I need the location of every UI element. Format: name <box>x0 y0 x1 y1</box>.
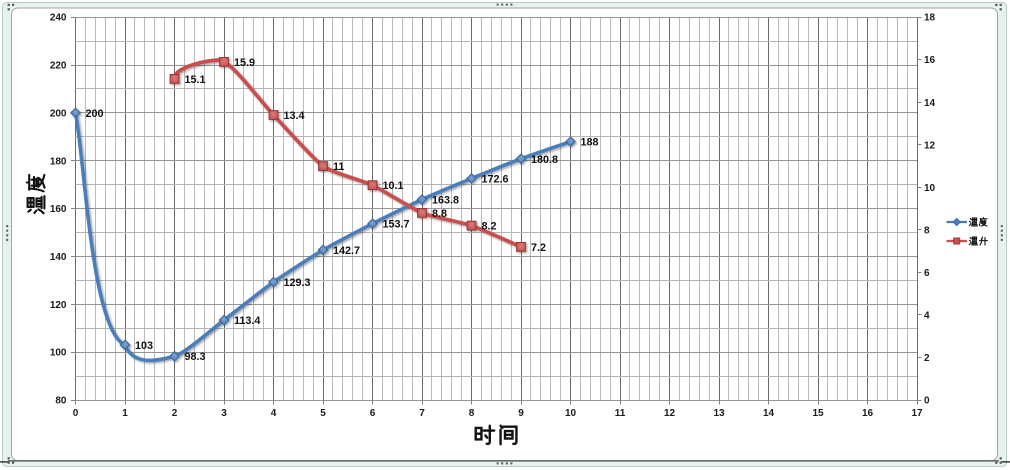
svg-text:11: 11 <box>333 161 344 173</box>
svg-text:113.4: 113.4 <box>234 315 260 327</box>
svg-text:220: 220 <box>50 61 67 72</box>
svg-text:129.3: 129.3 <box>284 277 311 289</box>
svg-text:188: 188 <box>581 137 599 149</box>
svg-text:9: 9 <box>518 408 524 419</box>
svg-text:180.8: 180.8 <box>531 154 558 166</box>
svg-text:16: 16 <box>924 55 936 66</box>
svg-text:14: 14 <box>763 408 775 419</box>
svg-text:6: 6 <box>924 268 930 279</box>
svg-text:17: 17 <box>911 408 923 419</box>
svg-text:15: 15 <box>812 408 824 419</box>
svg-text:18: 18 <box>924 13 936 24</box>
svg-text:140: 140 <box>50 252 67 263</box>
svg-text:103: 103 <box>135 340 153 352</box>
svg-text:5: 5 <box>320 408 326 419</box>
svg-text:2: 2 <box>172 408 178 419</box>
svg-text:12: 12 <box>664 408 676 419</box>
svg-text:3: 3 <box>221 408 227 419</box>
svg-text:4: 4 <box>271 408 277 419</box>
svg-text:200: 200 <box>50 108 67 119</box>
svg-text:100: 100 <box>50 348 67 359</box>
svg-text:6: 6 <box>370 408 376 419</box>
svg-text:11: 11 <box>615 408 626 419</box>
svg-text:160: 160 <box>50 204 67 215</box>
svg-text:16: 16 <box>862 408 874 419</box>
svg-text:8.2: 8.2 <box>482 221 497 233</box>
svg-text:13: 13 <box>713 408 725 419</box>
svg-text:7.2: 7.2 <box>531 242 546 254</box>
svg-text:200: 200 <box>86 108 104 120</box>
svg-text:163.8: 163.8 <box>432 195 459 207</box>
svg-text:120: 120 <box>50 300 67 311</box>
svg-text:15.1: 15.1 <box>185 74 206 86</box>
svg-text:0: 0 <box>73 408 79 419</box>
svg-text:1: 1 <box>122 408 128 419</box>
svg-text:10: 10 <box>924 183 936 194</box>
svg-text:8.8: 8.8 <box>432 208 447 220</box>
svg-text:10: 10 <box>565 408 577 419</box>
svg-text:2: 2 <box>924 353 930 364</box>
svg-text:4: 4 <box>924 310 930 321</box>
svg-text:98.3: 98.3 <box>185 351 206 363</box>
svg-text:180: 180 <box>50 156 67 167</box>
svg-text:7: 7 <box>419 408 425 419</box>
svg-text:12: 12 <box>924 140 936 151</box>
svg-text:0: 0 <box>924 396 930 407</box>
svg-text:142.7: 142.7 <box>333 245 360 257</box>
svg-text:172.6: 172.6 <box>482 174 509 186</box>
svg-text:14: 14 <box>924 98 936 109</box>
svg-text:153.7: 153.7 <box>383 219 410 231</box>
svg-text:8: 8 <box>469 408 475 419</box>
svg-text:8: 8 <box>924 225 930 236</box>
svg-text:240: 240 <box>50 13 67 24</box>
svg-text:80: 80 <box>55 396 67 407</box>
svg-text:10.1: 10.1 <box>383 180 404 192</box>
svg-text:13.4: 13.4 <box>284 110 305 122</box>
svg-text:15.9: 15.9 <box>234 57 255 69</box>
